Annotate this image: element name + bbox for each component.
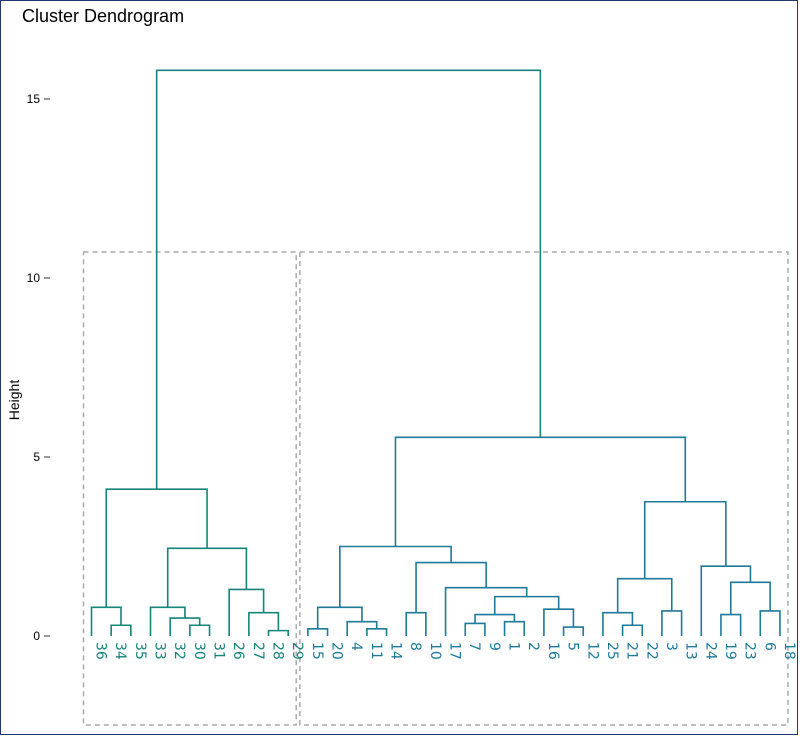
leaf-label: 31	[211, 642, 227, 660]
leaf-label: 28	[270, 642, 286, 660]
dendrogram-link	[90, 606, 122, 636]
y-tick-label: 10	[27, 271, 41, 285]
dendrogram-link	[405, 611, 427, 636]
dendrogram-link	[562, 626, 585, 636]
leaf-label: 26	[230, 642, 246, 660]
cluster-boxes	[82, 251, 789, 726]
leaf-label: 11	[368, 642, 384, 660]
dendrogram-link	[110, 624, 132, 636]
leaf-label: 29	[289, 642, 305, 660]
dendrogram-links	[90, 69, 781, 636]
dendrogram-link	[149, 606, 186, 636]
leaf-label: 7	[466, 642, 482, 651]
leaf-label: 9	[486, 642, 502, 651]
dendrogram-link	[616, 577, 673, 613]
leaf-label: 1	[506, 642, 522, 651]
chart-title: Cluster Dendrogram	[22, 6, 184, 26]
dendrogram-link	[166, 547, 248, 608]
leaf-label: 19	[722, 642, 738, 660]
leaf-label: 35	[132, 642, 148, 660]
dendrogram-link	[189, 624, 211, 636]
leaf-label: 8	[407, 642, 423, 651]
dendrogram-link	[394, 436, 687, 547]
leaf-labels: 36 34 35 33 32 30 31 26 27 28 29 15 20 4 11 14 8 10 17 7 9 1 2…	[93, 642, 797, 660]
dendrogram-link	[316, 606, 363, 629]
y-tick-label: 5	[33, 450, 40, 464]
dendrogram-link	[307, 628, 329, 636]
leaf-label: 3	[663, 642, 679, 651]
leaf-label: 30	[191, 642, 207, 660]
dendrogram-link	[543, 608, 575, 636]
leaf-label: 10	[427, 642, 443, 660]
leaf-label: 36	[93, 642, 109, 660]
y-tick-label: 15	[27, 92, 41, 106]
leaf-label: 21	[624, 642, 640, 660]
dendrogram-link	[661, 610, 683, 636]
leaf-label: 4	[348, 642, 364, 651]
leaf-label: 6	[761, 642, 777, 651]
leaf-label: 15	[309, 642, 325, 660]
cluster-box	[82, 251, 297, 726]
dendrogram-link	[339, 545, 452, 608]
dendrogram-link	[503, 620, 526, 636]
dendrogram-link	[248, 611, 280, 636]
dendrogram-link	[602, 611, 634, 636]
leaf-label: 20	[329, 642, 345, 660]
leaf-label: 34	[112, 642, 128, 660]
leaf-label: 14	[388, 642, 404, 660]
dendrogram-link	[444, 586, 528, 636]
leaf-label: 17	[447, 642, 463, 660]
dendrogram-link	[464, 622, 486, 636]
dendrogram-link	[366, 628, 388, 636]
leaf-label: 25	[604, 642, 620, 660]
leaf-label: 32	[171, 642, 187, 660]
dendrogram-link	[169, 617, 201, 636]
dendrogram-link	[643, 500, 727, 579]
dendrogram-link	[759, 610, 781, 636]
cluster-box	[299, 251, 789, 726]
dendrogram-link	[493, 595, 560, 615]
y-axis: 0 5 10 15	[27, 92, 50, 643]
leaf-label: 16	[545, 642, 561, 660]
leaf-label: 12	[584, 642, 600, 660]
leaf-label: 2	[525, 642, 541, 651]
leaf-label: 23	[742, 642, 758, 660]
leaf-label: 5	[565, 642, 581, 651]
leaf-label: 33	[152, 642, 168, 660]
leaf-label: 13	[683, 642, 699, 660]
leaf-label: 18	[781, 642, 797, 660]
dendrogram-link	[155, 69, 542, 490]
leaf-label: 27	[250, 642, 266, 660]
leaf-label: 22	[643, 642, 659, 660]
y-axis-label: Height	[6, 380, 22, 421]
dendrogram-link	[720, 613, 742, 636]
dendrogram-link	[621, 624, 644, 636]
leaf-label: 24	[702, 642, 718, 660]
dendrogram-link	[729, 581, 771, 615]
y-tick-label: 0	[33, 629, 40, 643]
dendrogram-link	[267, 629, 289, 636]
dendrogram-link	[700, 565, 752, 636]
